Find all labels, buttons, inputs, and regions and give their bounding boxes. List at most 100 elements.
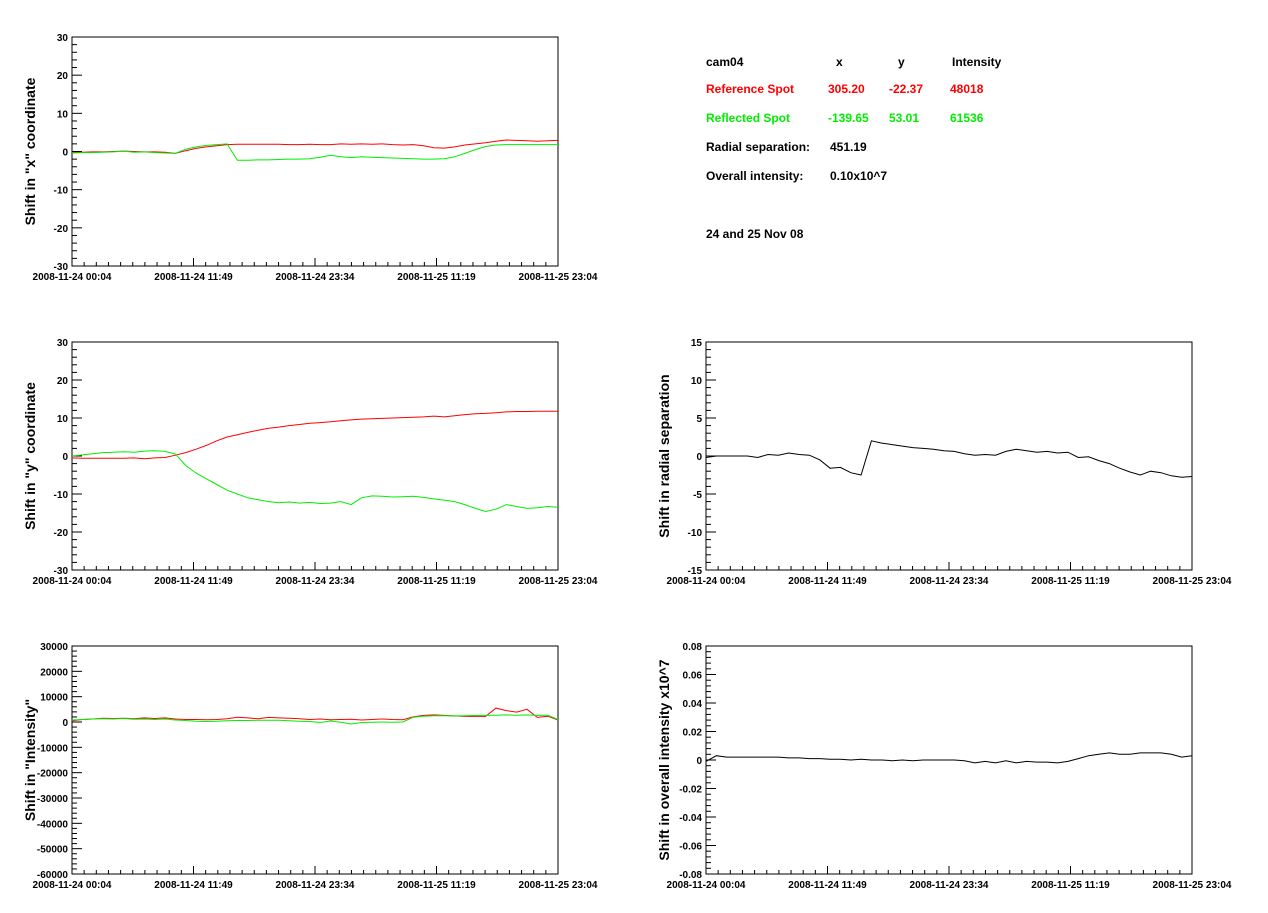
- y-tick-label: -20: [54, 224, 69, 235]
- y-tick-label: 0.04: [683, 699, 703, 710]
- y-tick-label: 30: [57, 338, 69, 349]
- x-tick-label: 2008-11-24 11:49: [788, 880, 867, 891]
- x-tick-label: 2008-11-25 11:19: [1031, 880, 1110, 891]
- x-tick-label: 2008-11-25 23:04: [519, 272, 598, 283]
- plot-frame: [71, 341, 559, 571]
- radial-separation-value: 451.19: [830, 140, 867, 154]
- x-tick-label: 2008-11-24 00:04: [667, 576, 746, 587]
- y-tick-label: -0.08: [679, 870, 702, 881]
- y-tick-label: 0: [696, 452, 702, 463]
- reference-spot-line: [71, 410, 558, 460]
- overall-intensity-value: 0.10x10^7: [830, 169, 888, 183]
- overall-intensity-shift-chart: -0.08 -0.06 -0.04 -0.02 0 0.02 0.04 0.06 0.08 200…: [656, 642, 1232, 891]
- reflected-spot-label: Reflected Spot: [706, 111, 791, 125]
- data-line: [705, 752, 1193, 764]
- x-tick-label: 2008-11-25 23:04: [1153, 880, 1232, 891]
- column-x-header: x: [836, 55, 843, 69]
- x-tick-label: 2008-11-25 11:19: [397, 272, 476, 283]
- x-tick-label: 2008-11-24 23:34: [910, 576, 989, 587]
- plot-frame: [71, 645, 559, 875]
- y-tick-label: -10: [688, 528, 703, 539]
- y-tick-label: -60000: [37, 870, 69, 881]
- y-axis-title: Shift in "y" coordinate: [22, 382, 38, 530]
- y-tick-label: 10: [57, 109, 69, 120]
- y-tick-label: -5: [693, 490, 702, 501]
- y-tick-label: 10: [57, 414, 69, 425]
- y-tick-label: -10000: [37, 743, 69, 754]
- x-tick-label: 2008-11-24 00:04: [33, 576, 112, 587]
- y-tick-label: -40000: [37, 819, 69, 830]
- x-tick-label: 2008-11-24 23:34: [276, 880, 355, 891]
- reference-spot-intensity: 48018: [950, 82, 984, 96]
- overall-intensity-label: Overall intensity:: [706, 169, 804, 183]
- y-tick-label: 20: [57, 71, 69, 82]
- intensity-shift-chart: -60000 -50000 -40000 -30000 -20000 -10000 0 100…: [22, 642, 598, 891]
- x-shift-chart: -30 -20 -10 0 10 20 30 2008-11-24 00:04 2008-11-…: [22, 33, 598, 283]
- y-tick-label: 10000: [40, 693, 68, 704]
- x-tick-label: 2008-11-25 11:19: [397, 880, 476, 891]
- x-tick-label: 2008-11-24 11:49: [788, 576, 867, 587]
- reference-spot-line: [71, 139, 559, 154]
- x-tick-label: 2008-11-24 11:49: [154, 880, 233, 891]
- y-tick-label: 10: [691, 376, 703, 387]
- x-tick-label: 2008-11-24 11:49: [154, 272, 233, 283]
- y-tick-label: -50000: [37, 845, 69, 856]
- x-tick-label: 2008-11-25 11:19: [1031, 576, 1110, 587]
- y-tick-label: -0.02: [679, 785, 702, 796]
- x-tick-label: 2008-11-24 00:04: [667, 880, 746, 891]
- y-tick-label: -0.04: [679, 813, 702, 824]
- reference-spot-label: Reference Spot: [706, 82, 795, 96]
- y-tick-label: 15: [691, 338, 703, 349]
- y-tick-label: 0: [62, 452, 68, 463]
- y-tick-label: -10: [54, 490, 69, 501]
- reflected-spot-line: [71, 450, 559, 513]
- y-tick-label: -30000: [37, 794, 69, 805]
- y-tick-label: 5: [696, 414, 702, 425]
- reflected-spot-y: 53.01: [889, 111, 920, 125]
- y-tick-label: 0.06: [683, 671, 703, 682]
- y-tick-label: 0: [62, 148, 68, 159]
- x-tick-label: 2008-11-25 23:04: [519, 576, 598, 587]
- y-tick-label: 0: [696, 756, 702, 767]
- reflected-spot-x: -139.65: [828, 111, 869, 125]
- y-axis-title: Shift in radial separation: [656, 374, 672, 537]
- y-tick-label: -0.06: [679, 842, 702, 853]
- y-tick-label: 0.08: [683, 642, 703, 653]
- reference-spot-y: -22.37: [889, 82, 924, 96]
- x-tick-label: 2008-11-24 00:04: [33, 880, 112, 891]
- x-tick-label: 2008-11-24 23:34: [910, 880, 989, 891]
- y-tick-label: -30: [54, 262, 69, 273]
- y-tick-label: 0.02: [683, 728, 703, 739]
- date-note: 24 and 25 Nov 08: [706, 227, 804, 241]
- y-tick-label: 30: [57, 33, 69, 44]
- x-tick-label: 2008-11-25 23:04: [519, 880, 598, 891]
- y-tick-label: 20: [57, 376, 69, 387]
- y-axis-title: Shift in "Intensity": [22, 699, 38, 821]
- reference-spot-x: 305.20: [828, 82, 865, 96]
- x-tick-label: 2008-11-24 11:49: [154, 576, 233, 587]
- y-tick-label: 20000: [40, 667, 68, 678]
- y-tick-label: -20000: [37, 769, 69, 780]
- reflected-spot-intensity: 61536: [950, 111, 984, 125]
- radial-separation-label: Radial separation:: [706, 140, 811, 154]
- column-intensity-header: Intensity: [952, 55, 1002, 69]
- y-tick-label: -15: [688, 566, 703, 577]
- x-tick-label: 2008-11-25 11:19: [397, 576, 476, 587]
- camera-label: cam04: [706, 55, 744, 69]
- reflected-spot-line: [71, 714, 559, 725]
- data-line: [705, 440, 1193, 478]
- x-tick-label: 2008-11-24 00:04: [33, 272, 112, 283]
- y-axis-title: Shift in "x" coordinate: [22, 77, 38, 225]
- x-tick-label: 2008-11-24 23:34: [276, 272, 355, 283]
- reference-spot-line: [71, 707, 559, 722]
- x-tick-label: 2008-11-25 23:04: [1153, 576, 1232, 587]
- y-tick-label: -30: [54, 566, 69, 577]
- y-tick-label: 0: [62, 718, 68, 729]
- x-tick-label: 2008-11-24 23:34: [276, 576, 355, 587]
- radial-shift-chart: -15 -10 -5 0 5 10 15 2008-11-24 00:04 2008-11-24…: [656, 338, 1232, 587]
- y-tick-label: -20: [54, 528, 69, 539]
- column-y-header: y: [898, 55, 905, 69]
- y-tick-label: -10: [54, 186, 69, 197]
- y-tick-label: 30000: [40, 642, 68, 653]
